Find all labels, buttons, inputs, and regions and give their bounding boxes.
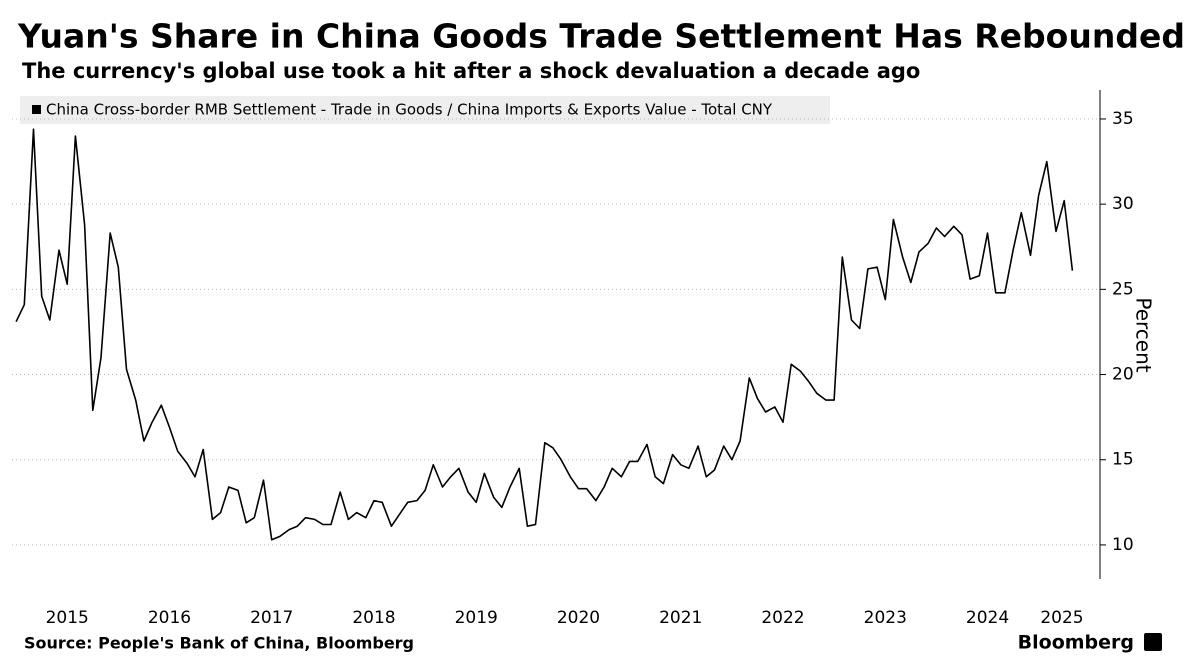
x-tick-label: 2023 bbox=[864, 608, 907, 628]
x-tick-label: 2021 bbox=[659, 608, 702, 628]
legend-swatch bbox=[32, 105, 41, 114]
x-tick-label: 2025 bbox=[1040, 608, 1083, 628]
x-tick-label: 2018 bbox=[352, 608, 395, 628]
y-tick-label: 30 bbox=[1112, 194, 1134, 214]
y-axis-label: Percent bbox=[1132, 297, 1156, 372]
y-tick-label: 10 bbox=[1112, 535, 1134, 555]
y-tick-label: 15 bbox=[1112, 450, 1134, 470]
x-tick-label: 2015 bbox=[46, 608, 89, 628]
y-tick-label: 20 bbox=[1112, 365, 1134, 385]
y-tick-label: 25 bbox=[1112, 279, 1134, 299]
legend-label: China Cross-border RMB Settlement - Trad… bbox=[46, 101, 773, 119]
source: Source: People's Bank of China, Bloomber… bbox=[24, 634, 414, 653]
x-tick-label: 2020 bbox=[557, 608, 600, 628]
brand-icon bbox=[1144, 633, 1162, 651]
chart-subtitle: The currency's global use took a hit aft… bbox=[22, 59, 920, 83]
x-tick-label: 2022 bbox=[761, 608, 804, 628]
brand: Bloomberg bbox=[1018, 632, 1134, 654]
x-tick-label: 2016 bbox=[148, 608, 191, 628]
x-tick-label: 2019 bbox=[455, 608, 498, 628]
x-tick-label: 2024 bbox=[966, 608, 1009, 628]
chart-title: Yuan's Share in China Goods Trade Settle… bbox=[17, 17, 1185, 56]
line-series bbox=[15, 128, 1074, 541]
x-tick-label: 2017 bbox=[250, 608, 293, 628]
y-tick-label: 35 bbox=[1112, 109, 1134, 129]
